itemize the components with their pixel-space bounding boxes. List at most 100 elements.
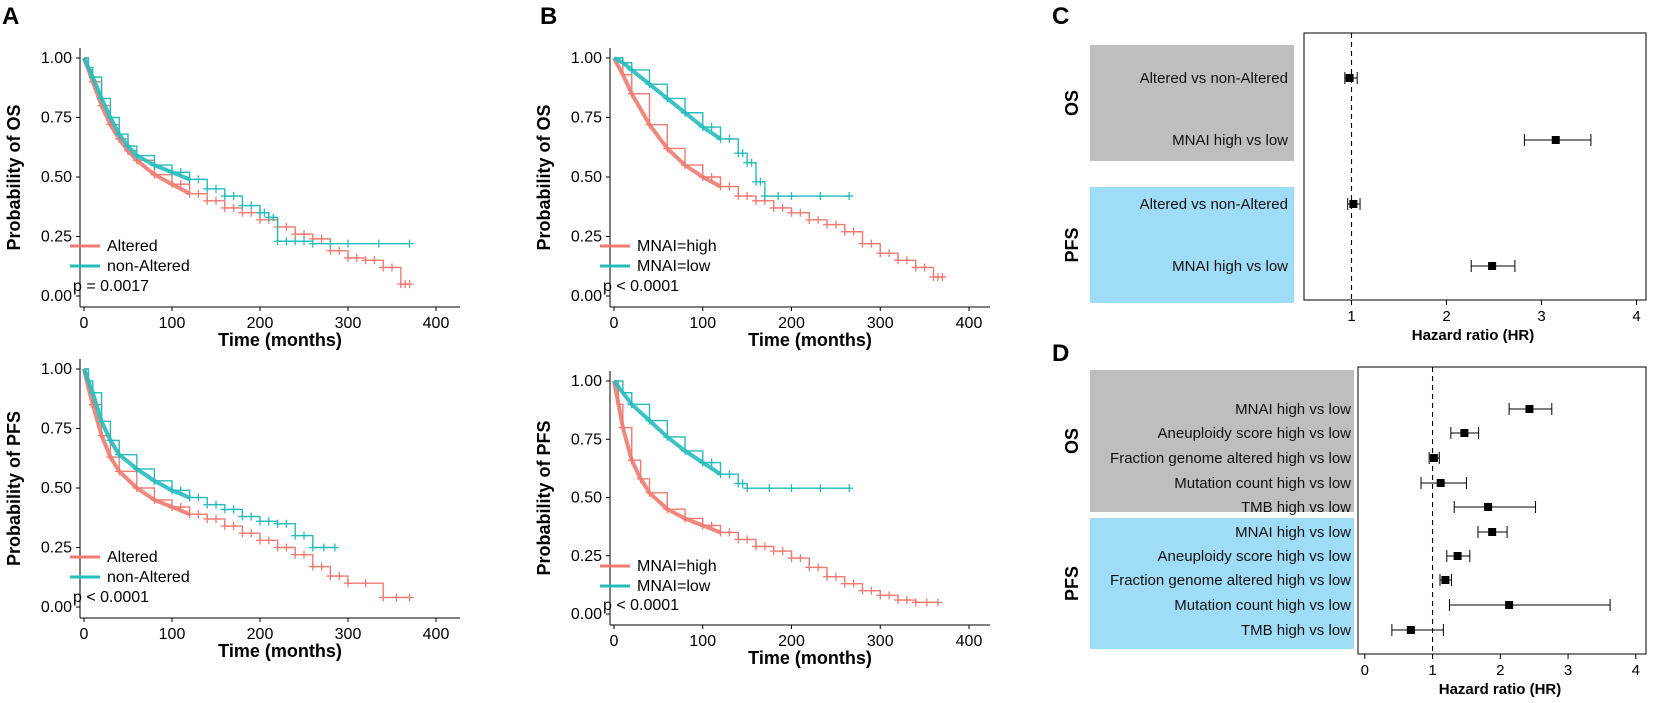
legend-label: non-Altered — [107, 569, 190, 586]
censor-mark — [115, 467, 124, 476]
censor-mark — [756, 177, 765, 186]
censor-mark — [168, 180, 176, 189]
censor-mark — [352, 253, 361, 262]
y-tick-label: 0.75 — [571, 110, 602, 127]
legend-label: Altered — [107, 549, 158, 566]
censor-mark — [902, 256, 911, 265]
hr-point — [1349, 200, 1358, 208]
censor-mark — [734, 535, 743, 544]
censor-mark — [229, 203, 238, 212]
row-label: Mutation count high vs low — [1174, 475, 1351, 492]
censor-mark — [220, 203, 229, 212]
censor-mark — [747, 158, 756, 167]
censor-mark — [379, 593, 388, 602]
censor-mark — [752, 196, 760, 205]
censor-mark — [300, 230, 308, 239]
plot-frame — [1303, 32, 1647, 301]
x-tick-label: 400 — [956, 315, 983, 332]
censor-mark — [405, 239, 414, 248]
row-label: Aneuploidy score high vs low — [1158, 548, 1352, 565]
censor-mark — [319, 543, 328, 552]
censor-mark — [663, 432, 672, 441]
legend-label: MNAI=low — [637, 258, 711, 275]
censor-mark — [150, 495, 159, 504]
censor-mark — [681, 161, 689, 170]
censor-mark — [185, 189, 194, 198]
censor-mark — [282, 519, 291, 528]
censor-mark — [845, 484, 854, 493]
hr-point — [1525, 405, 1534, 413]
x-tick-label: 400 — [423, 315, 450, 332]
km-plot-a-os: 0.00 0.25 0.50 0.75 1.00 0 100 200 300 400 Time (m… — [4, 48, 460, 350]
censor-mark — [627, 400, 636, 409]
censor-mark — [379, 263, 388, 272]
group-label-os: OS — [1062, 90, 1082, 116]
x-tick-label: 200 — [778, 315, 805, 332]
censor-mark — [273, 237, 282, 246]
censor-mark — [743, 535, 752, 544]
censor-mark — [814, 563, 823, 572]
censor-mark — [256, 215, 264, 224]
y-tick-label: 0.00 — [41, 599, 72, 616]
censor-mark — [300, 531, 308, 540]
censor-mark — [247, 529, 256, 538]
censor-mark — [176, 486, 185, 495]
censor-mark — [823, 572, 831, 581]
censor-mark — [698, 123, 707, 132]
group-label-pfs: PFS — [1062, 566, 1082, 601]
censor-mark — [132, 484, 141, 492]
hr-point — [1551, 136, 1560, 144]
censor-mark — [707, 173, 716, 181]
y-axis-title: Probability of OS — [534, 104, 554, 250]
row-label: Mutation count high vs low — [1174, 597, 1351, 614]
censor-mark — [203, 500, 212, 509]
hr-point — [1345, 74, 1354, 82]
group-band-os — [1090, 45, 1294, 161]
hr-point — [1505, 601, 1514, 609]
censor-mark — [618, 423, 627, 432]
x-tick-label: 2 — [1496, 662, 1504, 679]
y-axis-title: Probability of OS — [4, 104, 24, 250]
censor-mark — [273, 519, 282, 528]
legend-label: MNAI=high — [637, 238, 717, 255]
survival-curve-dense-segment — [82, 368, 191, 517]
censor-mark — [220, 505, 229, 514]
censor-mark — [300, 237, 308, 246]
censor-mark — [344, 239, 352, 248]
censor-mark — [106, 436, 115, 445]
censor-mark — [663, 144, 672, 153]
censor-mark — [858, 239, 867, 248]
censor-mark — [132, 151, 141, 160]
plot-frame — [1357, 366, 1647, 655]
censor-mark — [645, 80, 654, 89]
censor-mark — [663, 505, 672, 514]
x-tick-label: 0 — [610, 633, 619, 650]
row-label: TMB high vs low — [1241, 622, 1351, 639]
y-tick-label: 1.00 — [41, 50, 72, 67]
censor-mark — [168, 503, 176, 512]
x-tick-label: 300 — [335, 315, 362, 332]
panel-letter-c: C — [1052, 3, 1069, 30]
x-tick-label: 0 — [80, 626, 89, 643]
x-tick-label: 200 — [247, 315, 274, 332]
censor-mark — [264, 517, 273, 526]
x-tick-label: 100 — [159, 626, 186, 643]
censor-mark — [229, 192, 238, 201]
censor-mark — [229, 522, 238, 531]
p-value-text: p < 0.0001 — [603, 597, 679, 614]
y-tick-label: 0.50 — [41, 169, 72, 186]
censor-mark — [760, 542, 769, 551]
censor-mark — [168, 168, 176, 177]
x-tick-label: 400 — [956, 633, 983, 650]
censor-mark — [308, 562, 317, 571]
x-tick-label: 300 — [867, 633, 894, 650]
legend-label: MNAI=low — [637, 578, 711, 595]
censor-mark — [344, 253, 352, 262]
censor-mark — [269, 213, 278, 222]
censor-mark — [716, 470, 725, 479]
censor-mark — [212, 514, 220, 523]
censor-mark — [858, 586, 867, 595]
censor-mark — [330, 543, 339, 552]
censor-mark — [787, 208, 796, 217]
censor-mark — [743, 484, 752, 493]
